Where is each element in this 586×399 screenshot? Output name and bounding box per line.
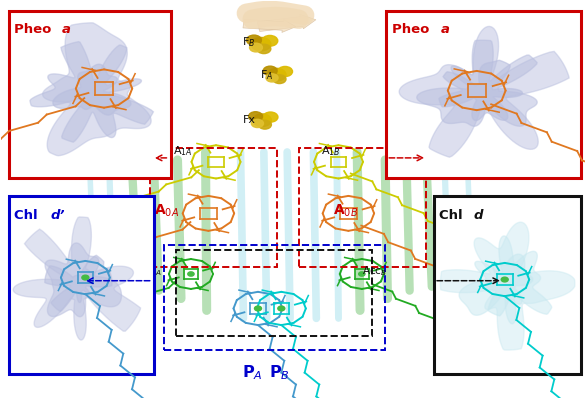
- Text: P$_A$: P$_A$: [242, 363, 263, 382]
- Polygon shape: [13, 217, 141, 340]
- Polygon shape: [417, 40, 537, 126]
- Text: F$_B$: F$_B$: [242, 36, 255, 49]
- Text: Acc$_A$: Acc$_A$: [137, 264, 162, 278]
- Bar: [434, 196, 581, 374]
- Circle shape: [257, 44, 271, 53]
- Circle shape: [278, 306, 285, 311]
- Text: a: a: [62, 23, 70, 36]
- Circle shape: [359, 272, 365, 276]
- Circle shape: [250, 43, 263, 52]
- Circle shape: [248, 112, 263, 121]
- Polygon shape: [45, 255, 112, 312]
- Circle shape: [188, 272, 194, 276]
- Polygon shape: [45, 243, 121, 317]
- Circle shape: [82, 275, 89, 280]
- Circle shape: [247, 35, 261, 45]
- Polygon shape: [459, 236, 552, 324]
- Bar: [176, 250, 372, 336]
- FancyArrow shape: [257, 14, 316, 32]
- Circle shape: [501, 277, 508, 282]
- Circle shape: [258, 120, 271, 129]
- Text: Fx: Fx: [243, 115, 256, 125]
- Text: d: d: [474, 209, 483, 222]
- Text: A$_{1A}$: A$_{1A}$: [173, 144, 193, 158]
- Text: a: a: [441, 23, 449, 36]
- Text: P$_B$: P$_B$: [268, 363, 289, 382]
- Bar: [150, 148, 277, 267]
- Circle shape: [278, 67, 292, 77]
- Circle shape: [263, 66, 277, 76]
- Bar: [386, 11, 581, 178]
- Text: d’: d’: [51, 209, 66, 222]
- Text: Pheo: Pheo: [13, 23, 56, 36]
- Bar: [299, 148, 426, 267]
- Bar: [9, 196, 154, 374]
- Polygon shape: [441, 222, 575, 350]
- Circle shape: [267, 68, 286, 81]
- Bar: [9, 11, 171, 178]
- Circle shape: [251, 38, 271, 51]
- Text: A$_{1B}$: A$_{1B}$: [321, 144, 340, 158]
- Text: F$_A$: F$_A$: [260, 69, 274, 82]
- Polygon shape: [30, 41, 154, 142]
- Text: Chl: Chl: [439, 209, 467, 222]
- Bar: [163, 245, 385, 350]
- Circle shape: [254, 306, 261, 311]
- Polygon shape: [484, 254, 533, 316]
- Text: Pheo: Pheo: [392, 23, 434, 36]
- Circle shape: [266, 74, 278, 82]
- FancyArrow shape: [243, 19, 296, 32]
- Circle shape: [251, 119, 264, 128]
- Text: Chl: Chl: [13, 209, 42, 222]
- Circle shape: [273, 75, 286, 83]
- Polygon shape: [439, 60, 523, 120]
- Circle shape: [263, 112, 278, 122]
- Polygon shape: [43, 23, 151, 156]
- Circle shape: [262, 36, 278, 46]
- Text: A$_{0A}$: A$_{0A}$: [154, 203, 179, 219]
- Text: Acc$_B$: Acc$_B$: [362, 264, 387, 278]
- Text: A$_{0B}$: A$_{0B}$: [333, 203, 358, 219]
- Polygon shape: [53, 64, 131, 115]
- Circle shape: [253, 114, 271, 126]
- Polygon shape: [399, 26, 569, 157]
